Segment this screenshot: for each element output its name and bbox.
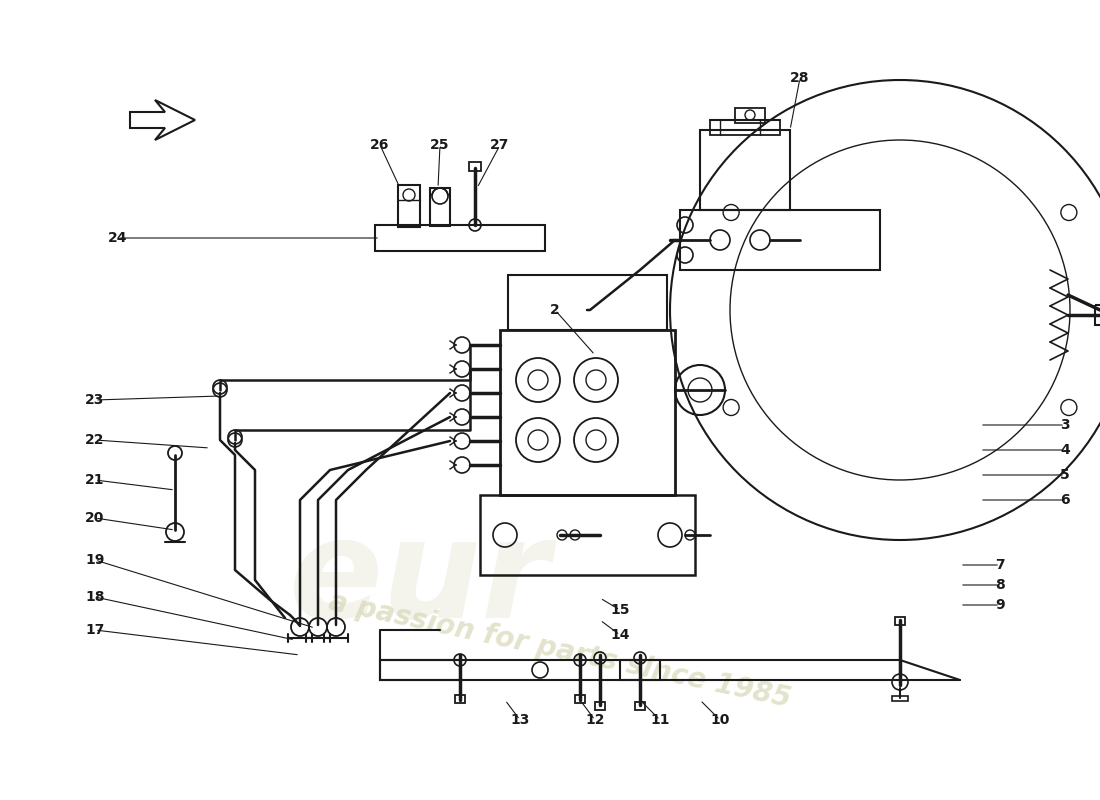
Text: 24: 24	[108, 231, 128, 245]
Bar	[500, 330, 675, 495]
Bar	[575, 695, 585, 703]
Bar	[379, 660, 660, 680]
Text: 4: 4	[1060, 443, 1070, 457]
Text: 8: 8	[996, 578, 1005, 592]
Text: a passion for parts since 1985: a passion for parts since 1985	[327, 587, 794, 713]
Text: 27: 27	[491, 138, 509, 152]
Text: 10: 10	[711, 713, 729, 727]
Text: 19: 19	[86, 553, 104, 567]
Text: 11: 11	[650, 713, 670, 727]
Bar	[735, 108, 764, 123]
Bar	[680, 210, 880, 270]
Bar	[375, 225, 544, 251]
Text: 26: 26	[371, 138, 389, 152]
Bar	[455, 695, 465, 703]
Bar	[508, 275, 667, 330]
Text: 14: 14	[610, 628, 629, 642]
Text: 12: 12	[585, 713, 605, 727]
Bar	[700, 130, 790, 210]
Text: 28: 28	[790, 71, 810, 85]
Bar	[710, 120, 780, 135]
Bar	[469, 162, 481, 171]
Text: 18: 18	[86, 590, 104, 604]
Bar	[892, 696, 907, 701]
Bar	[430, 188, 450, 226]
Bar	[480, 495, 695, 575]
Text: 21: 21	[86, 473, 104, 487]
Text: 3: 3	[1060, 418, 1070, 432]
Text: 6: 6	[1060, 493, 1070, 507]
Bar	[379, 660, 460, 680]
Bar	[595, 702, 605, 710]
Text: 25: 25	[430, 138, 450, 152]
Text: 20: 20	[86, 511, 104, 525]
Text: 22: 22	[86, 433, 104, 447]
Text: 13: 13	[510, 713, 530, 727]
Text: 2: 2	[550, 303, 560, 317]
Text: 7: 7	[996, 558, 1004, 572]
Bar	[635, 702, 645, 710]
Text: 17: 17	[86, 623, 104, 637]
Bar	[398, 185, 420, 227]
Bar	[895, 617, 905, 625]
Text: 9: 9	[996, 598, 1004, 612]
Bar	[1094, 305, 1100, 325]
Text: eur: eur	[289, 513, 551, 647]
Text: 5: 5	[1060, 468, 1070, 482]
Text: 15: 15	[610, 603, 629, 617]
Text: 23: 23	[86, 393, 104, 407]
